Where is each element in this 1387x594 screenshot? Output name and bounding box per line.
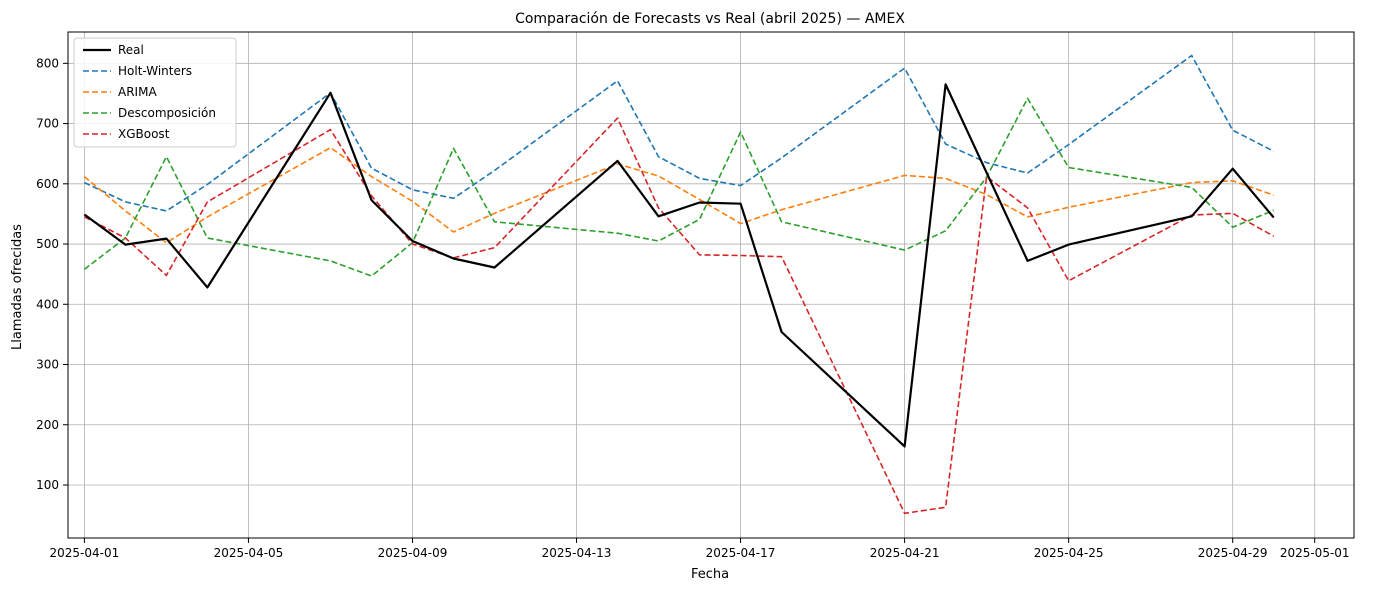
legend-label: ARIMA [118,85,157,99]
y-tick-label: 500 [36,237,59,251]
plot-frame [67,31,1355,539]
series-line-arima [83,146,1274,244]
legend-label: Descomposición [118,106,216,120]
x-axis-label: Fecha [691,567,729,582]
series-lines [83,54,1275,515]
legend: Real Holt-Winters ARIMA Descomposición XGBoo… [73,37,237,148]
x-tick-label: 2025-04-09 [378,546,448,560]
grid-lines [68,32,1354,538]
x-tick-label: 2025-04-05 [214,546,284,560]
y-tick-label: 400 [36,297,59,311]
legend-box [73,37,237,148]
series-line-descomposici-n [83,97,1275,277]
x-axis-ticks: 2025-04-01 2025-04-05 2025-04-09 2025-04-13… [50,538,1350,560]
series-line-real [83,83,1275,448]
series-line-xgboost [84,117,1275,515]
x-tick-label: 2025-04-25 [1034,546,1104,560]
y-tick-label: 300 [36,358,59,372]
legend-label: Real [118,43,144,57]
x-tick-label: 2025-04-21 [870,546,940,560]
chart-title: Comparación de Forecasts vs Real (abril … [515,11,905,27]
y-axis-ticks: 100 200 300 400 500 600 700 800 [36,56,68,492]
y-tick-label: 100 [36,478,59,492]
y-tick-label: 800 [36,56,59,70]
x-tick-label: 2025-04-29 [1198,546,1268,560]
legend-label: Holt-Winters [118,64,192,78]
x-tick-label: 2025-04-01 [50,546,120,560]
legend-label: XGBoost [118,127,170,141]
y-tick-label: 700 [36,117,59,131]
y-tick-label: 600 [36,177,59,191]
y-tick-label: 200 [36,418,59,432]
y-axis-label: Llamadas ofrecidas [10,224,25,350]
series-line-holt-winters [84,54,1275,212]
x-tick-label: 2025-04-13 [542,546,612,560]
x-tick-label: 2025-05-01 [1280,546,1350,560]
x-tick-label: 2025-04-17 [706,546,776,560]
